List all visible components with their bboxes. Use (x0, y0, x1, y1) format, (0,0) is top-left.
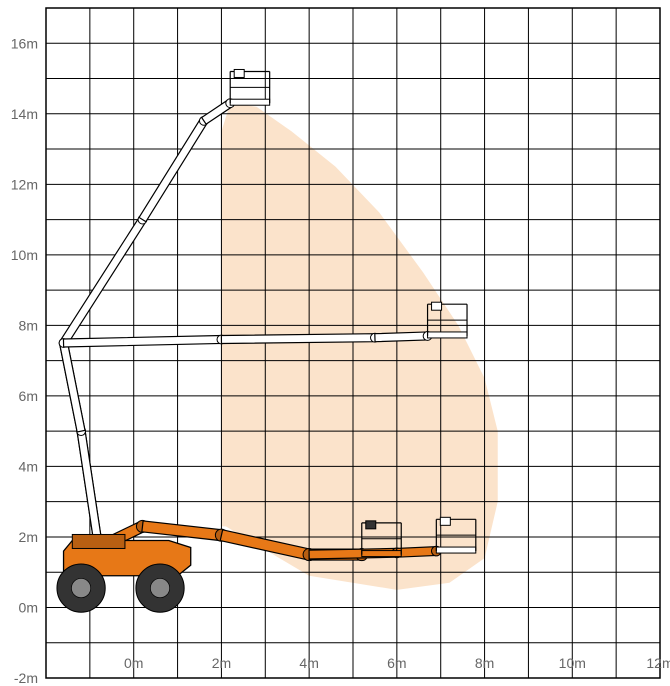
y-tick-label: 10m (11, 247, 38, 263)
y-tick-label: -2m (14, 670, 38, 686)
x-tick-label: 10m (559, 655, 586, 671)
x-tick-label: 2m (212, 655, 231, 671)
x-tick-label: 4m (299, 655, 318, 671)
working-envelope-chart: -2m 0m 2m 4m 6m 8m 10m 12m 14m 16m 0m 2m 4m 6m 8m 10m 12… (0, 0, 670, 686)
y-tick-label: 2m (19, 529, 38, 545)
y-tick-label: 14m (11, 106, 38, 122)
y-tick-label: 4m (19, 458, 38, 474)
x-tick-label: 6m (387, 655, 406, 671)
y-tick-label: 0m (19, 599, 38, 615)
y-tick-label: 12m (11, 176, 38, 192)
x-tick-label: 8m (475, 655, 494, 671)
y-tick-label: 16m (11, 35, 38, 51)
y-tick-label: 8m (19, 317, 38, 333)
x-tick-label: 0m (124, 655, 143, 671)
y-tick-label: 6m (19, 388, 38, 404)
x-tick-label: 12m (646, 655, 670, 671)
